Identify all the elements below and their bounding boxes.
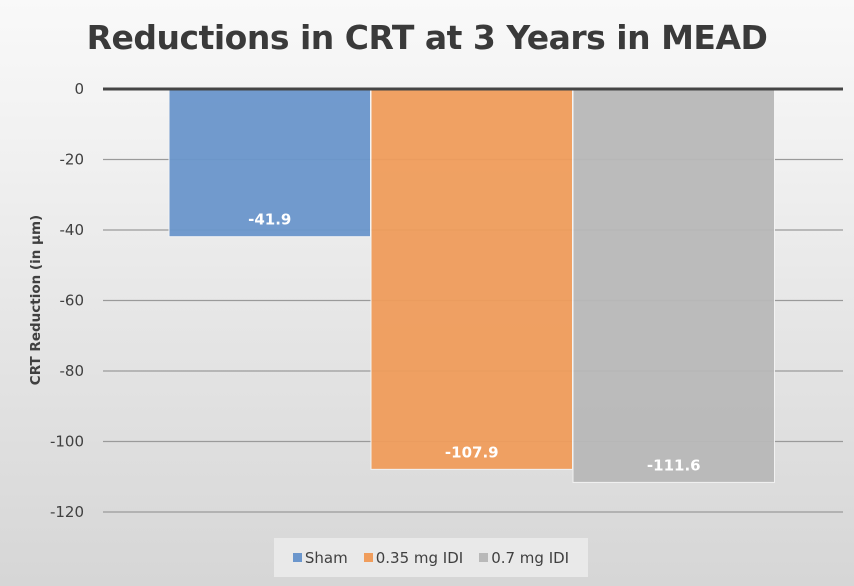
y-tick-label: -60	[60, 292, 85, 310]
data-label: -107.9	[445, 443, 499, 461]
bar-0-7-mg-idi	[572, 88, 775, 483]
legend-swatch	[363, 553, 373, 562]
y-tick-label: -40	[60, 221, 85, 239]
legend-label: Sham	[304, 548, 348, 567]
legend-item: 0.35 mg IDI	[363, 548, 464, 567]
legend-item: Sham	[292, 548, 348, 567]
chart-title: Reductions in CRT at 3 Years in MEAD	[86, 18, 768, 57]
y-tick-label: -120	[50, 503, 84, 521]
data-label: -111.6	[647, 456, 701, 474]
y-tick-label: -20	[60, 151, 85, 169]
bars	[168, 88, 775, 483]
legend: Sham 0.35 mg IDI 0.7 mg IDI	[274, 538, 588, 577]
legend-swatch	[479, 553, 489, 562]
data-labels: -41.9 -107.9 -111.6	[248, 211, 700, 475]
y-axis-label: CRT Reduction (in µm)	[28, 215, 44, 385]
bar-0-35-mg-idi	[370, 88, 573, 470]
legend-item: 0.7 mg IDI	[479, 549, 569, 567]
y-tick-label: 0	[74, 80, 84, 98]
legend-label: 0.35 mg IDI	[375, 548, 464, 567]
y-tick-label: -80	[60, 362, 85, 380]
legend-label: 0.7 mg IDI	[491, 548, 570, 567]
y-axis-ticks: 0 -20 -40 -60 -80 -100 -120	[50, 80, 84, 521]
y-tick-label: -100	[50, 433, 84, 451]
data-label: -41.9	[248, 211, 291, 229]
legend-swatch	[292, 553, 302, 562]
